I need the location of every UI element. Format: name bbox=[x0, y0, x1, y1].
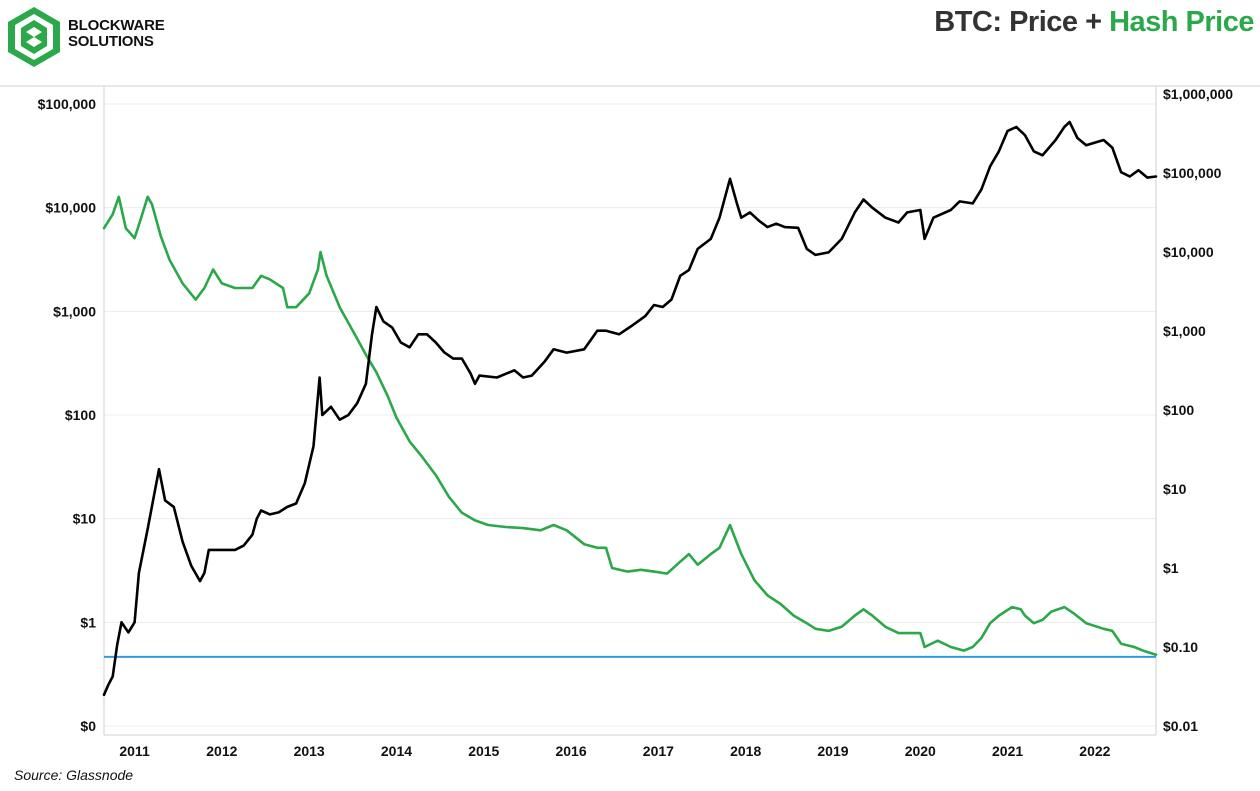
right-tick-label: $1,000,000 bbox=[1163, 86, 1233, 102]
right-tick-label: $0.10 bbox=[1163, 639, 1198, 655]
right-axis-ticks: $0.01 $0.10 $1 $10 $100 $1,000 $10,000 $100,000… bbox=[1163, 86, 1233, 734]
left-tick-label: $100,000 bbox=[38, 96, 97, 112]
source-note: Source: Glassnode bbox=[14, 767, 134, 783]
left-tick-label: $10,000 bbox=[45, 200, 96, 216]
x-tick-label: 2014 bbox=[381, 743, 412, 759]
right-tick-label: $10,000 bbox=[1163, 244, 1214, 260]
x-tick-label: 2019 bbox=[817, 743, 848, 759]
blockware-logo-icon bbox=[8, 7, 60, 67]
left-tick-label: $1,000 bbox=[53, 303, 96, 319]
right-tick-label: $100 bbox=[1163, 402, 1194, 418]
x-tick-label: 2022 bbox=[1079, 743, 1110, 759]
right-tick-label: $10 bbox=[1163, 481, 1187, 497]
hash-price-line bbox=[102, 195, 1158, 656]
title-plus: + bbox=[1085, 6, 1102, 38]
brand-name-line1: BLOCKWARE bbox=[68, 17, 165, 34]
left-tick-label: $0 bbox=[80, 718, 96, 734]
x-tick-label: 2015 bbox=[468, 743, 499, 759]
x-tick-label: 2016 bbox=[555, 743, 586, 759]
left-axis-ticks: $0 $1 $10 $100 $1,000 $10,000 $100,000 bbox=[38, 96, 97, 734]
left-tick-label: $100 bbox=[65, 407, 96, 423]
right-tick-label: $1 bbox=[1163, 560, 1179, 576]
header: BLOCKWARE SOLUTIONS BTC: Price + Hash Pr… bbox=[0, 0, 1260, 86]
chart-title: BTC: Price + Hash Price bbox=[934, 6, 1254, 39]
x-tick-label: 2021 bbox=[992, 743, 1023, 759]
x-tick-label: 2018 bbox=[730, 743, 761, 759]
title-hash-price: Hash Price bbox=[1109, 6, 1254, 38]
x-tick-label: 2012 bbox=[206, 743, 237, 759]
series-layer bbox=[102, 120, 1158, 697]
right-tick-label: $100,000 bbox=[1163, 165, 1222, 181]
title-main: BTC: Price bbox=[934, 6, 1078, 38]
x-tick-label: 2020 bbox=[905, 743, 936, 759]
left-tick-label: $10 bbox=[73, 511, 97, 527]
right-tick-label: $1,000 bbox=[1163, 323, 1206, 339]
x-tick-label: 2017 bbox=[643, 743, 674, 759]
x-axis-ticks: 2011 2012 2013 2014 2015 2016 2017 2018 2019 2020… bbox=[119, 743, 1110, 759]
x-tick-label: 2013 bbox=[294, 743, 325, 759]
right-tick-label: $0.01 bbox=[1163, 718, 1198, 734]
x-tick-label: 2011 bbox=[119, 743, 150, 759]
grid-lines bbox=[104, 103, 1156, 727]
brand-name-line2: SOLUTIONS bbox=[68, 33, 154, 50]
left-tick-label: $1 bbox=[80, 614, 96, 630]
btc-price-line bbox=[102, 120, 1158, 697]
